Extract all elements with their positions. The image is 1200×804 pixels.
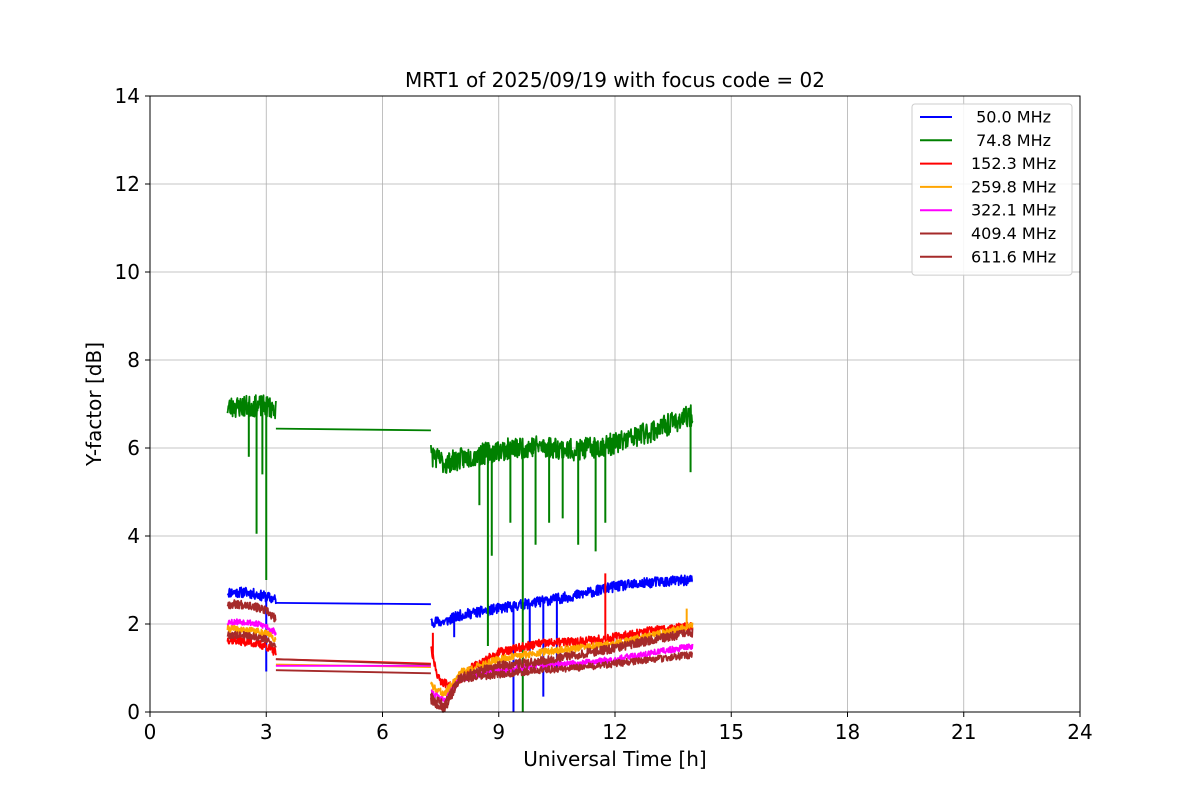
- series-segment: [226, 635, 277, 656]
- legend-label: 50.0 MHz: [971, 108, 1051, 127]
- legend-item: 409.4 MHz: [920, 224, 1056, 243]
- series-segment: [275, 602, 431, 606]
- series-line: [226, 630, 693, 713]
- x-tick-label: 15: [719, 720, 744, 744]
- legend-item: 152.3 MHz: [920, 154, 1056, 173]
- series-group: [226, 394, 694, 713]
- series-segment: [226, 618, 277, 636]
- series-segment: [430, 574, 693, 628]
- series-segment: [430, 404, 694, 474]
- y-tick-label: 2: [127, 612, 140, 636]
- series-segment: [430, 622, 694, 697]
- y-tick-label: 10: [115, 260, 140, 284]
- legend-label: 611.6 MHz: [971, 247, 1056, 266]
- y-tick-label: 4: [127, 524, 140, 548]
- legend-label: 322.1 MHz: [971, 201, 1056, 220]
- x-tick-label: 12: [602, 720, 627, 744]
- legend-item: 611.6 MHz: [920, 247, 1056, 266]
- series-segment: [226, 394, 277, 420]
- series-segment: [430, 628, 694, 710]
- legend-label: 409.4 MHz: [971, 224, 1056, 243]
- series-segment: [226, 630, 277, 648]
- x-tick-label: 21: [951, 720, 976, 744]
- x-tick-label: 0: [144, 720, 157, 744]
- x-tick-label: 6: [376, 720, 389, 744]
- series-segment: [275, 669, 431, 675]
- x-tick-label: 3: [260, 720, 273, 744]
- x-tick-label: 18: [835, 720, 860, 744]
- y-tick-label: 14: [115, 84, 140, 108]
- legend-item: 322.1 MHz: [920, 201, 1056, 220]
- y-tick-label: 12: [115, 172, 140, 196]
- x-tick-label: 24: [1067, 720, 1092, 744]
- legend-box: [911, 103, 1073, 276]
- legend-item: 74.8 MHz: [920, 131, 1051, 150]
- y-tick-label: 8: [127, 348, 140, 372]
- legend-label: 152.3 MHz: [971, 154, 1056, 173]
- series-line: [226, 599, 694, 710]
- x-tick-label: 9: [492, 720, 505, 744]
- series-segment: [275, 427, 431, 432]
- series-segment: [430, 651, 693, 713]
- series-segment: [430, 621, 694, 692]
- legend: 50.0 MHz 74.8 MHz 152.3 MHz 259.8 MHz 322.1…: [911, 103, 1073, 276]
- legend-label: 74.8 MHz: [971, 131, 1051, 150]
- series-segment: [226, 586, 277, 605]
- y-axis-label: Y-factor [dB]: [82, 342, 106, 467]
- legend-item: 50.0 MHz: [920, 108, 1051, 127]
- legend-label: 259.8 MHz: [971, 177, 1056, 196]
- legend-item: 259.8 MHz: [920, 177, 1056, 196]
- x-axis-label: Universal Time [h]: [523, 747, 706, 771]
- y-tick-label: 0: [127, 700, 140, 724]
- y-tick-label: 6: [127, 436, 140, 460]
- series-segment: [226, 599, 277, 623]
- chart-title: MRT1 of 2025/09/19 with focus code = 02: [405, 68, 825, 92]
- series-segment: [275, 658, 431, 666]
